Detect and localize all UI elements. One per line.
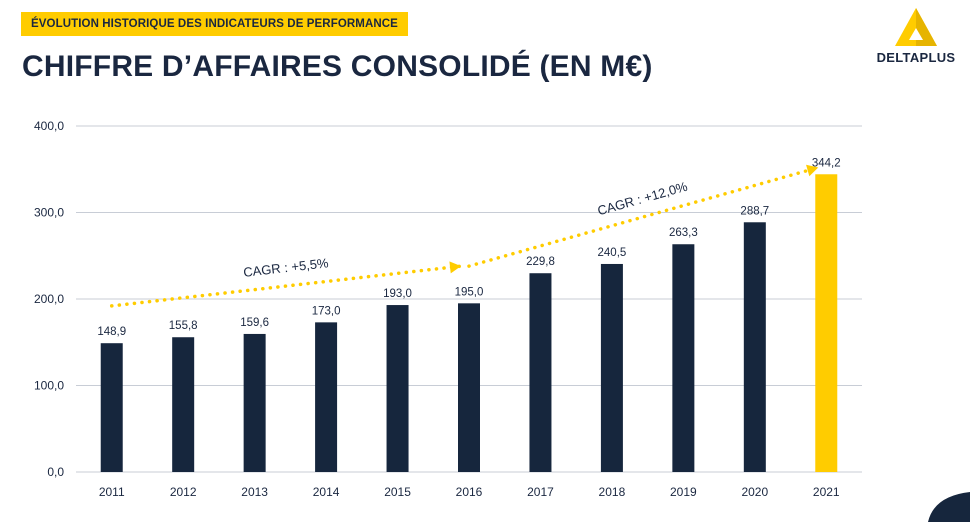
y-tick-label: 400,0	[34, 119, 64, 133]
page-title: CHIFFRE D’AFFAIRES CONSOLIDÉ (EN M€)	[22, 50, 653, 83]
data-label-2016: 195,0	[455, 286, 484, 298]
x-tick-label-2011: 2011	[99, 485, 125, 499]
data-label-2011: 148,9	[97, 326, 126, 338]
deltaplus-triangle-icon	[895, 8, 937, 46]
data-label-2013: 159,6	[240, 317, 269, 329]
logo-text: DELTAPLUS	[876, 50, 956, 65]
x-tick-label-2020: 2020	[741, 485, 768, 499]
bar-2018	[600, 263, 623, 472]
y-tick-label: 200,0	[34, 292, 64, 306]
data-label-2021: 344,2	[812, 157, 841, 169]
data-label-2015: 193,0	[383, 288, 412, 300]
x-tick-label-2015: 2015	[384, 485, 411, 499]
bar-2015	[386, 305, 409, 472]
bar-2012	[172, 337, 195, 472]
bar-2017	[529, 273, 552, 472]
bar-2014	[315, 322, 338, 472]
x-tick-label-2016: 2016	[456, 485, 483, 499]
bar-2019	[672, 244, 695, 472]
bar-2020	[743, 222, 766, 472]
cagr-arrow-line-2	[467, 165, 821, 268]
section-tag: ÉVOLUTION HISTORIQUE DES INDICATEURS DE …	[21, 12, 408, 36]
x-tick-label-2014: 2014	[313, 485, 340, 499]
cagr-arrow-line-1	[109, 264, 463, 308]
x-tick-label-2012: 2012	[170, 485, 197, 499]
data-label-2012: 155,8	[169, 320, 198, 332]
data-label-2017: 229,8	[526, 256, 555, 268]
bar-2013	[243, 333, 266, 472]
corner-decoration	[928, 492, 970, 522]
data-label-2018: 240,5	[598, 247, 627, 259]
x-tick-label-2021: 2021	[813, 485, 840, 499]
bar-2011	[100, 343, 123, 472]
cagr-arrow-head-2	[806, 164, 819, 177]
bar-2016	[458, 303, 480, 472]
y-tick-label: 300,0	[34, 206, 64, 220]
data-label-2014: 173,0	[312, 305, 341, 317]
x-tick-label-2019: 2019	[670, 485, 697, 499]
x-tick-label-2018: 2018	[599, 485, 626, 499]
data-label-2020: 288,7	[740, 205, 769, 217]
bar-2021	[815, 174, 838, 472]
x-tick-label-2017: 2017	[527, 485, 554, 499]
y-tick-label: 0,0	[47, 465, 64, 479]
company-logo: DELTAPLUS	[868, 6, 964, 70]
data-label-2019: 263,3	[669, 227, 698, 239]
cagr-arrow-head-1	[449, 261, 461, 274]
cagr-label-1: CAGR : +5,5%	[242, 255, 329, 280]
x-tick-label-2013: 2013	[241, 485, 268, 499]
y-tick-label: 100,0	[34, 379, 64, 393]
